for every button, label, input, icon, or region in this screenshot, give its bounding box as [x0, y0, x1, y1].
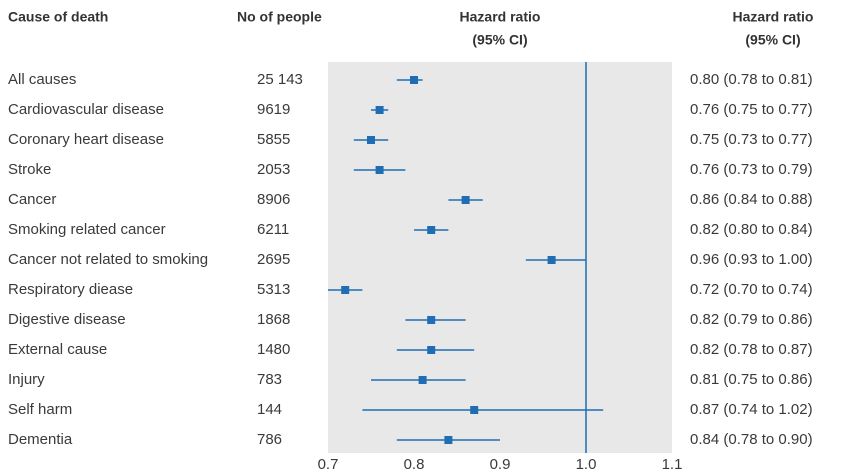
count-header: No of people [237, 9, 322, 25]
ci-label: 0.72 (0.70 to 0.74) [690, 281, 813, 298]
category-label: Cardiovascular disease [8, 101, 164, 118]
category-label: Cancer not related to smoking [8, 251, 208, 268]
estimate-marker [470, 406, 479, 414]
category-label: Coronary heart disease [8, 131, 164, 148]
category-label: Cancer [8, 191, 56, 208]
category-label: Smoking related cancer [8, 221, 166, 238]
ci-header: Hazard ratio [733, 9, 814, 25]
category-label: Injury [8, 371, 45, 388]
estimate-marker [375, 106, 384, 114]
estimate-marker [547, 256, 556, 264]
ci-label: 0.82 (0.79 to 0.86) [690, 311, 813, 328]
count-label: 9619 [257, 101, 290, 118]
plot-panel [328, 62, 672, 453]
count-label: 6211 [257, 221, 289, 238]
count-label: 144 [257, 401, 282, 418]
category-label: All causes [8, 71, 76, 88]
ci-label: 0.86 (0.84 to 0.88) [690, 191, 813, 208]
x-tick-label: 0.7 [318, 456, 339, 473]
ci-label: 0.87 (0.74 to 1.02) [690, 401, 813, 418]
category-label: Self harm [8, 401, 72, 418]
ci-header: (95% CI) [745, 32, 800, 48]
estimate-marker [410, 76, 418, 84]
ci-label: 0.82 (0.80 to 0.84) [690, 221, 813, 238]
ci-label: 0.82 (0.78 to 0.87) [690, 341, 813, 358]
count-label: 5313 [257, 281, 290, 298]
count-label: 8906 [257, 191, 290, 208]
count-label: 2053 [257, 161, 290, 178]
count-label: 786 [257, 431, 282, 448]
category-header: Cause of death [8, 9, 108, 25]
category-label: External cause [8, 341, 107, 358]
ci-label: 0.76 (0.73 to 0.79) [690, 161, 813, 178]
category-label: Digestive disease [8, 311, 126, 328]
x-tick-label: 1.0 [576, 456, 597, 473]
category-label: Dementia [8, 431, 73, 448]
estimate-marker [375, 166, 384, 174]
x-tick-label: 0.9 [490, 456, 511, 473]
estimate-marker [418, 376, 427, 384]
estimate-marker [461, 196, 470, 204]
count-label: 2695 [257, 251, 290, 268]
count-label: 25 143 [257, 71, 303, 88]
plot-header: Hazard ratio [460, 9, 541, 25]
estimate-marker [427, 346, 436, 354]
estimate-marker [427, 226, 436, 234]
x-tick-label: 0.8 [404, 456, 425, 473]
category-label: Stroke [8, 161, 51, 178]
ci-label: 0.75 (0.73 to 0.77) [690, 131, 813, 148]
ci-label: 0.81 (0.75 to 0.86) [690, 371, 813, 388]
count-label: 783 [257, 371, 282, 388]
category-label: Respiratory diease [8, 281, 133, 298]
ci-label: 0.96 (0.93 to 1.00) [690, 251, 813, 268]
count-label: 1868 [257, 311, 290, 328]
count-label: 1480 [257, 341, 290, 358]
estimate-marker [444, 436, 453, 444]
estimate-marker [427, 316, 436, 324]
estimate-marker [367, 136, 375, 144]
ci-label: 0.84 (0.78 to 0.90) [690, 431, 813, 448]
estimate-marker [341, 286, 350, 294]
ci-label: 0.80 (0.78 to 0.81) [690, 71, 813, 88]
count-label: 5855 [257, 131, 290, 148]
x-tick-label: 1.1 [662, 456, 683, 473]
plot-header: (95% CI) [472, 32, 527, 48]
ci-label: 0.76 (0.75 to 0.77) [690, 101, 813, 118]
